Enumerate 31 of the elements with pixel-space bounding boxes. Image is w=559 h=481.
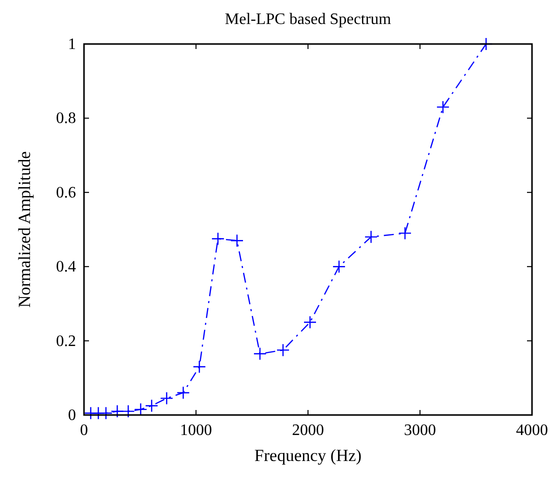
y-tick-label: 0.2	[56, 332, 76, 350]
y-axis-title: Normalized Amplitude	[15, 151, 34, 308]
point	[134, 402, 148, 416]
point	[122, 404, 135, 418]
x-tick-label: 2000	[292, 422, 324, 439]
point	[192, 360, 206, 374]
y-tick-label: 0.8	[56, 110, 76, 128]
x-tick-label: 3000	[404, 422, 436, 439]
point	[160, 392, 174, 405]
point	[436, 100, 450, 114]
point	[145, 399, 158, 412]
point	[398, 226, 412, 240]
point	[110, 404, 124, 418]
point	[276, 343, 290, 357]
point	[211, 232, 225, 246]
point	[364, 230, 378, 244]
y-tick-label: 0.4	[56, 258, 76, 276]
point	[253, 347, 267, 360]
point	[303, 316, 317, 329]
x-tick-label: 0	[80, 422, 88, 439]
x-axis-title: Frequency (Hz)	[254, 446, 362, 465]
y-tick-label: 1	[68, 36, 76, 53]
x-tick-label: 1000	[180, 422, 212, 439]
point	[230, 234, 244, 248]
y-tick-label: 0	[68, 407, 76, 424]
point	[99, 406, 113, 420]
y-tick-label: 0.6	[56, 184, 76, 202]
point	[332, 260, 346, 274]
x-tick-label: 4000	[516, 422, 548, 439]
chart-title: Mel-LPC based Spectrum	[224, 11, 392, 28]
point	[176, 386, 190, 400]
